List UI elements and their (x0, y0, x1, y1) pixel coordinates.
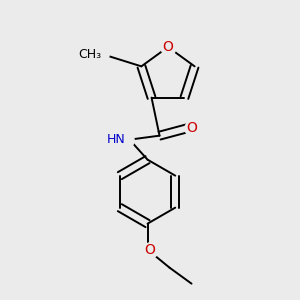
Text: O: O (186, 121, 197, 135)
Text: CH₃: CH₃ (78, 48, 101, 61)
Text: HN: HN (107, 133, 125, 146)
Text: O: O (144, 243, 155, 257)
Text: O: O (163, 40, 173, 54)
